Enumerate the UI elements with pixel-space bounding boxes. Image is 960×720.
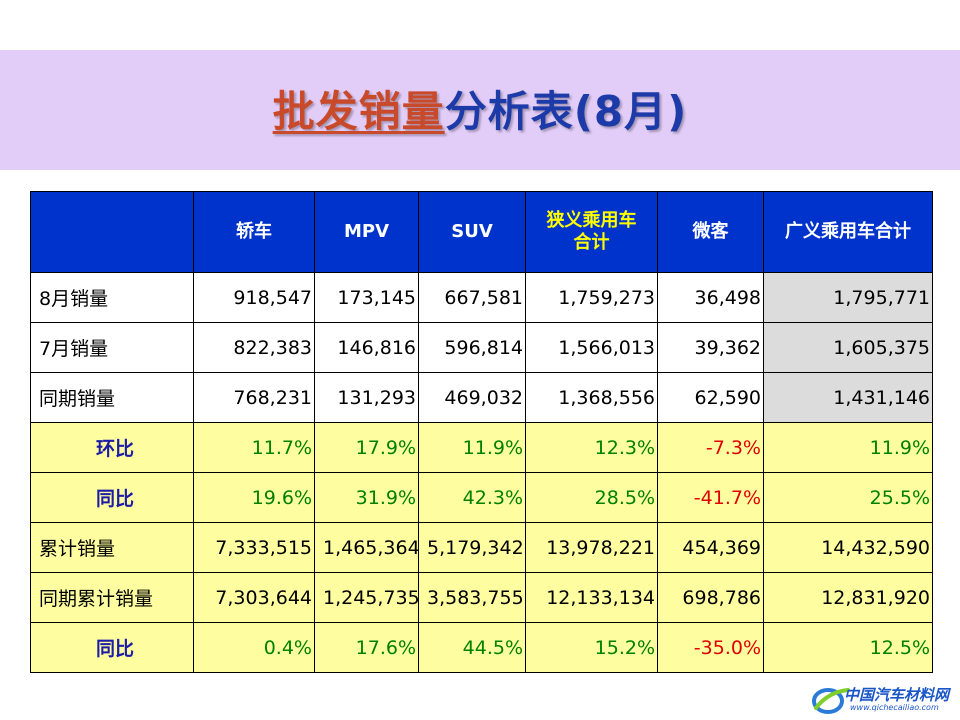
title-highlight: 批发销量 (272, 87, 445, 136)
table-cell: 469,032 (418, 372, 526, 423)
table-cell: 28.5% (525, 472, 658, 523)
table-cell: -7.3% (657, 422, 764, 473)
row-label: 同期累计销量 (30, 572, 194, 623)
table-cell: 44.5% (418, 622, 526, 673)
title-band (0, 50, 960, 170)
header-broad-passenger-total: 广义乘用车合计 (763, 191, 933, 273)
row-label: 8月销量 (30, 272, 194, 323)
table-cell: -35.0% (657, 622, 764, 673)
header-narrow-passenger-total: 狭义乘用车 合计 (525, 191, 658, 273)
table-cell-total: 1,795,771 (763, 272, 933, 323)
header-mpv: MPV (314, 191, 419, 273)
header-suv: SUV (418, 191, 526, 273)
table-cell: 19.6% (193, 472, 315, 523)
header-sedan: 轿车 (193, 191, 315, 273)
table-row: 8月销量 918,547 173,145 667,581 1,759,273 3… (30, 272, 933, 323)
table-cell: 17.6% (314, 622, 419, 673)
table-row: 累计销量 7,333,515 1,465,364 5,179,342 13,97… (30, 522, 933, 573)
table-row-ratio: 环比 11.7% 17.9% 11.9% 12.3% -7.3% 11.9% (30, 422, 933, 473)
table-cell: -41.7% (657, 472, 764, 523)
header-narrow-line1: 狭义乘用车 (546, 210, 637, 231)
table-cell-total: 14,432,590 (763, 522, 933, 573)
row-label: 7月销量 (30, 322, 194, 373)
table-cell: 15.2% (525, 622, 658, 673)
table-cell: 7,303,644 (193, 572, 315, 623)
table-cell: 1,245,735 (314, 572, 419, 623)
table-cell: 768,231 (193, 372, 315, 423)
row-label: 同期销量 (30, 372, 194, 423)
table-cell: 1,759,273 (525, 272, 658, 323)
table-cell-total: 12,831,920 (763, 572, 933, 623)
table-cell: 146,816 (314, 322, 419, 373)
table-cell: 0.4% (193, 622, 315, 673)
table-cell: 12,133,134 (525, 572, 658, 623)
table-cell: 42.3% (418, 472, 526, 523)
table-cell: 25.5% (763, 472, 933, 523)
table-cell: 667,581 (418, 272, 526, 323)
table-row: 同期销量 768,231 131,293 469,032 1,368,556 6… (30, 372, 933, 423)
table-cell-total: 1,431,146 (763, 372, 933, 423)
row-label: 同比 (30, 472, 194, 523)
title-rest: 分析表(8月) (444, 87, 688, 136)
table-cell: 12.5% (763, 622, 933, 673)
table-cell: 454,369 (657, 522, 764, 573)
table-row: 同期累计销量 7,303,644 1,245,735 3,583,755 12,… (30, 572, 933, 623)
row-label: 环比 (30, 422, 194, 473)
table-cell: 822,383 (193, 322, 315, 373)
table-cell: 36,498 (657, 272, 764, 323)
table-cell: 1,368,556 (525, 372, 658, 423)
table-cell: 918,547 (193, 272, 315, 323)
table-cell: 3,583,755 (418, 572, 526, 623)
table-header-row: 轿车 MPV SUV 狭义乘用车 合计 微客 广义乘用车合计 (30, 191, 933, 273)
sales-analysis-table: 轿车 MPV SUV 狭义乘用车 合计 微客 广义乘用车合计 8月销量 918,5… (30, 191, 933, 673)
table-row-ratio: 同比 0.4% 17.6% 44.5% 15.2% -35.0% 12.5% (30, 622, 933, 673)
table-cell: 1,566,013 (525, 322, 658, 373)
table-cell: 11.9% (418, 422, 526, 473)
header-minivan: 微客 (657, 191, 764, 273)
logo-name: 中国汽车材料网 (844, 686, 950, 704)
table-cell: 5,179,342 (418, 522, 526, 573)
table-cell-total: 1,605,375 (763, 322, 933, 373)
page-title: 批发销量分析表(8月) (0, 72, 960, 152)
table-cell: 11.9% (763, 422, 933, 473)
table-cell: 11.7% (193, 422, 315, 473)
table-cell: 7,333,515 (193, 522, 315, 573)
table-cell: 698,786 (657, 572, 764, 623)
table-cell: 31.9% (314, 472, 419, 523)
table-cell: 596,814 (418, 322, 526, 373)
table-row-ratio: 同比 19.6% 31.9% 42.3% 28.5% -41.7% 25.5% (30, 472, 933, 523)
table-cell: 1,465,364 (314, 522, 419, 573)
table-row: 7月销量 822,383 146,816 596,814 1,566,013 3… (30, 322, 933, 373)
row-label: 累计销量 (30, 522, 194, 573)
table-cell: 62,590 (657, 372, 764, 423)
site-logo[interactable]: 中国汽车材料网 www.qichecailiao.com (810, 682, 958, 718)
table-cell: 173,145 (314, 272, 419, 323)
table-cell: 39,362 (657, 322, 764, 373)
logo-url: www.qichecailiao.com (850, 703, 939, 712)
header-corner (30, 191, 194, 273)
table-cell: 13,978,221 (525, 522, 658, 573)
table-cell: 12.3% (525, 422, 658, 473)
table-cell: 17.9% (314, 422, 419, 473)
row-label: 同比 (30, 622, 194, 673)
swoosh-logo-icon (812, 688, 850, 714)
table-cell: 131,293 (314, 372, 419, 423)
header-narrow-line2: 合计 (573, 232, 610, 253)
